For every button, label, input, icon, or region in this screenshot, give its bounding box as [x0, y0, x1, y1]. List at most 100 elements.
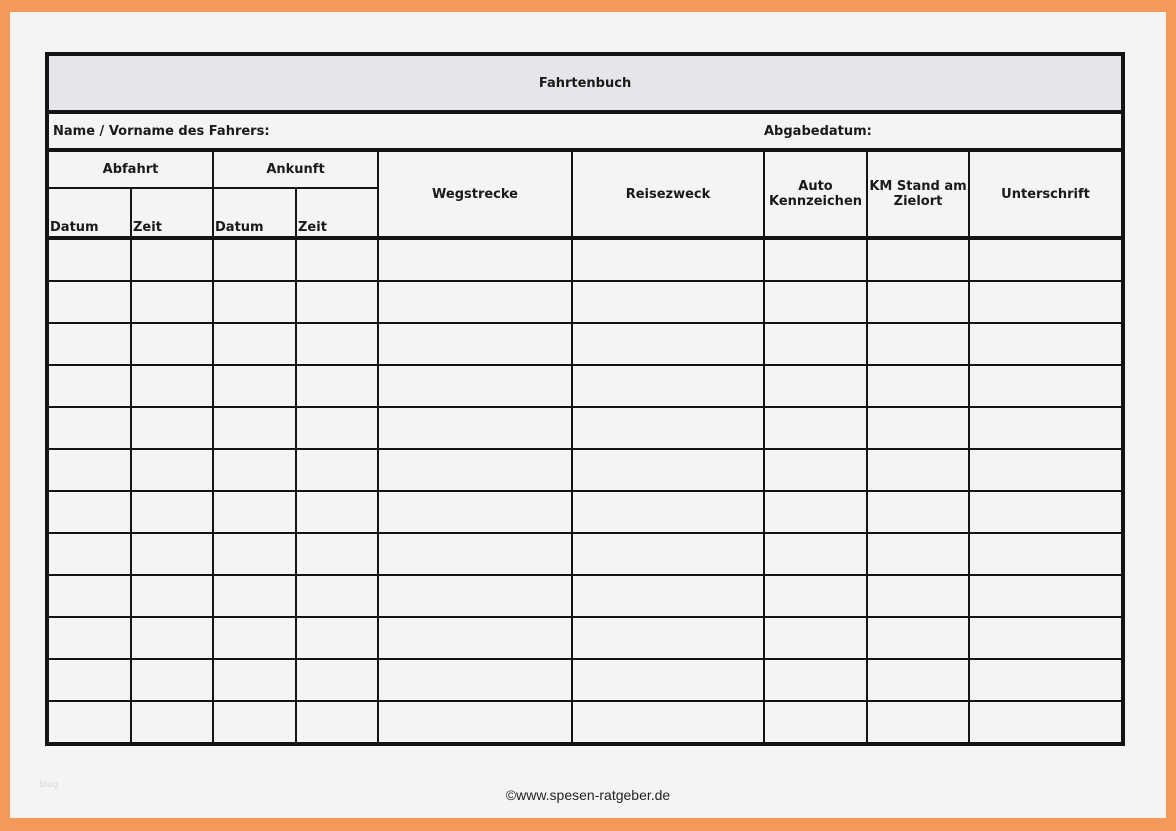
entry-cell[interactable] — [130, 280, 214, 324]
entry-cell[interactable] — [763, 406, 868, 450]
entry-cell[interactable] — [130, 700, 214, 745]
entry-cell[interactable] — [46, 364, 132, 408]
entry-cell[interactable] — [866, 280, 970, 324]
entry-cell[interactable] — [295, 280, 379, 324]
entry-cell[interactable] — [212, 532, 297, 576]
entry-cell[interactable] — [377, 237, 573, 282]
entry-cell[interactable] — [571, 322, 765, 366]
entry-cell[interactable] — [377, 322, 573, 366]
entry-cell[interactable] — [130, 574, 214, 618]
entry-cell[interactable] — [763, 616, 868, 660]
entry-cell[interactable] — [46, 700, 132, 745]
entry-cell[interactable] — [866, 237, 970, 282]
entry-cell[interactable] — [967, 574, 1125, 618]
entry-cell[interactable] — [763, 532, 868, 576]
entry-cell[interactable] — [130, 532, 214, 576]
entry-cell[interactable] — [295, 574, 379, 618]
entry-cell[interactable] — [866, 406, 970, 450]
entry-cell[interactable] — [46, 322, 132, 366]
entry-cell[interactable] — [866, 616, 970, 660]
entry-cell[interactable] — [571, 280, 765, 324]
entry-cell[interactable] — [212, 574, 297, 618]
entry-cell[interactable] — [46, 616, 132, 660]
entry-cell[interactable] — [377, 574, 573, 618]
entry-cell[interactable] — [571, 406, 765, 450]
entry-cell[interactable] — [130, 448, 214, 492]
entry-cell[interactable] — [46, 406, 132, 450]
entry-cell[interactable] — [571, 574, 765, 618]
entry-cell[interactable] — [212, 490, 297, 534]
entry-cell[interactable] — [571, 364, 765, 408]
entry-cell[interactable] — [763, 237, 868, 282]
entry-cell[interactable] — [967, 237, 1125, 282]
entry-cell[interactable] — [295, 616, 379, 660]
entry-cell[interactable] — [866, 490, 970, 534]
entry-cell[interactable] — [377, 700, 573, 745]
entry-cell[interactable] — [866, 448, 970, 492]
entry-cell[interactable] — [967, 448, 1125, 492]
entry-cell[interactable] — [967, 322, 1125, 366]
entry-cell[interactable] — [46, 280, 132, 324]
entry-cell[interactable] — [763, 700, 868, 745]
entry-cell[interactable] — [130, 658, 214, 702]
entry-cell[interactable] — [763, 658, 868, 702]
entry-cell[interactable] — [212, 616, 297, 660]
entry-cell[interactable] — [130, 616, 214, 660]
entry-cell[interactable] — [967, 280, 1125, 324]
entry-cell[interactable] — [866, 322, 970, 366]
entry-cell[interactable] — [46, 490, 132, 534]
entry-cell[interactable] — [130, 364, 214, 408]
entry-cell[interactable] — [866, 574, 970, 618]
entry-cell[interactable] — [571, 490, 765, 534]
entry-cell[interactable] — [46, 574, 132, 618]
entry-cell[interactable] — [377, 406, 573, 450]
entry-cell[interactable] — [763, 364, 868, 408]
entry-cell[interactable] — [377, 658, 573, 702]
entry-cell[interactable] — [212, 700, 297, 745]
entry-cell[interactable] — [763, 448, 868, 492]
entry-cell[interactable] — [212, 448, 297, 492]
entry-cell[interactable] — [46, 448, 132, 492]
entry-cell[interactable] — [377, 532, 573, 576]
entry-cell[interactable] — [571, 448, 765, 492]
entry-cell[interactable] — [571, 616, 765, 660]
entry-cell[interactable] — [377, 490, 573, 534]
entry-cell[interactable] — [130, 322, 214, 366]
entry-cell[interactable] — [295, 322, 379, 366]
entry-cell[interactable] — [763, 574, 868, 618]
entry-cell[interactable] — [866, 700, 970, 745]
entry-cell[interactable] — [763, 490, 868, 534]
entry-cell[interactable] — [571, 237, 765, 282]
entry-cell[interactable] — [377, 616, 573, 660]
entry-cell[interactable] — [212, 280, 297, 324]
entry-cell[interactable] — [763, 322, 868, 366]
entry-cell[interactable] — [866, 532, 970, 576]
entry-cell[interactable] — [295, 364, 379, 408]
entry-cell[interactable] — [967, 700, 1125, 745]
entry-cell[interactable] — [212, 658, 297, 702]
entry-cell[interactable] — [212, 364, 297, 408]
entry-cell[interactable] — [967, 658, 1125, 702]
entry-cell[interactable] — [295, 237, 379, 282]
entry-cell[interactable] — [866, 364, 970, 408]
entry-cell[interactable] — [130, 237, 214, 282]
entry-cell[interactable] — [967, 616, 1125, 660]
entry-cell[interactable] — [967, 490, 1125, 534]
entry-cell[interactable] — [295, 448, 379, 492]
entry-cell[interactable] — [212, 406, 297, 450]
entry-cell[interactable] — [295, 490, 379, 534]
entry-cell[interactable] — [377, 364, 573, 408]
entry-cell[interactable] — [130, 490, 214, 534]
entry-cell[interactable] — [763, 280, 868, 324]
entry-cell[interactable] — [212, 237, 297, 282]
entry-cell[interactable] — [295, 658, 379, 702]
entry-cell[interactable] — [295, 532, 379, 576]
entry-cell[interactable] — [295, 700, 379, 745]
entry-cell[interactable] — [295, 406, 379, 450]
entry-cell[interactable] — [46, 658, 132, 702]
entry-cell[interactable] — [46, 532, 132, 576]
entry-cell[interactable] — [967, 364, 1125, 408]
entry-cell[interactable] — [377, 280, 573, 324]
entry-cell[interactable] — [866, 658, 970, 702]
entry-cell[interactable] — [571, 700, 765, 745]
